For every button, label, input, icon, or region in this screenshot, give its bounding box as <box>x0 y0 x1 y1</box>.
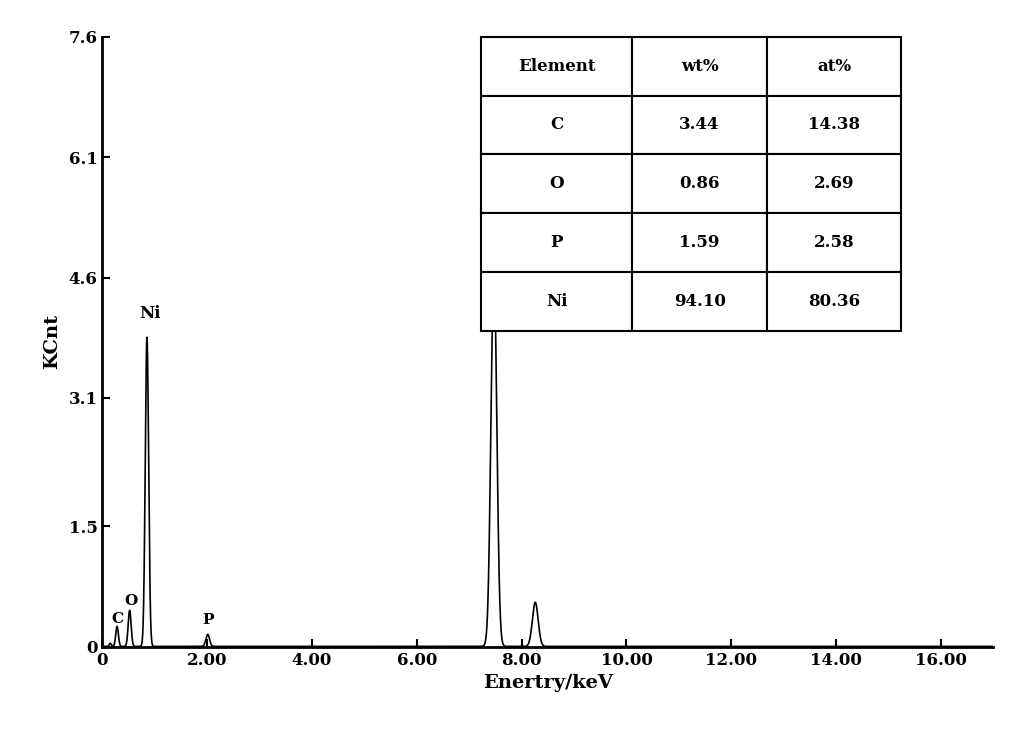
Text: C: C <box>550 116 563 134</box>
Text: C: C <box>111 612 123 625</box>
Bar <box>481 37 633 96</box>
Text: P: P <box>551 234 563 251</box>
X-axis label: Enertry/keV: Enertry/keV <box>483 674 612 692</box>
Text: 94.10: 94.10 <box>674 293 726 310</box>
Text: Ni: Ni <box>483 234 505 251</box>
Bar <box>767 154 901 213</box>
Bar <box>481 96 633 154</box>
Text: 3.44: 3.44 <box>679 116 720 134</box>
Bar <box>481 272 633 331</box>
Text: Element: Element <box>518 57 596 75</box>
Bar <box>481 213 633 272</box>
Text: 1.59: 1.59 <box>679 234 720 251</box>
Text: 2.58: 2.58 <box>814 234 854 251</box>
Bar <box>767 272 901 331</box>
Text: 14.38: 14.38 <box>808 116 860 134</box>
Bar <box>767 37 901 96</box>
Text: 80.36: 80.36 <box>808 293 860 310</box>
Text: P: P <box>202 613 213 628</box>
Bar <box>767 96 901 154</box>
Text: wt%: wt% <box>681 57 719 75</box>
Bar <box>633 96 767 154</box>
Bar <box>633 154 767 213</box>
Bar <box>633 272 767 331</box>
Text: Ni: Ni <box>546 293 567 310</box>
Text: at%: at% <box>817 57 851 75</box>
Text: O: O <box>125 594 138 608</box>
Bar <box>767 213 901 272</box>
Bar <box>633 213 767 272</box>
Text: O: O <box>550 175 564 193</box>
Text: 0.86: 0.86 <box>679 175 720 193</box>
Text: Ni: Ni <box>139 305 161 322</box>
Bar <box>633 37 767 96</box>
Y-axis label: KCnt: KCnt <box>44 315 61 370</box>
Bar <box>481 154 633 213</box>
Text: 2.69: 2.69 <box>814 175 854 193</box>
